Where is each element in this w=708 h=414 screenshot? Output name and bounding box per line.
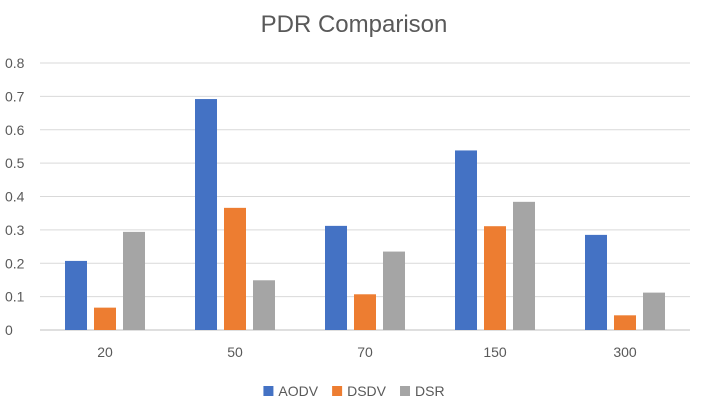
- y-tick-label: 0.4: [5, 189, 25, 205]
- legend-label-dsr: DSR: [415, 383, 445, 399]
- bar-aodv-70: [325, 225, 347, 330]
- bar-dsdv-50: [224, 207, 246, 330]
- x-tick-label: 300: [613, 344, 637, 360]
- bar-dsr-150: [513, 201, 535, 330]
- y-tick-label: 0.6: [5, 122, 25, 138]
- gridlines: [40, 62, 690, 331]
- chart-title: PDR Comparison: [261, 11, 448, 38]
- legend-label-aodv: AODV: [278, 383, 318, 399]
- bar-dsdv-70: [354, 294, 376, 330]
- x-tick-label: 70: [357, 344, 373, 360]
- y-tick-label: 0.1: [5, 289, 25, 305]
- bar-dsr-20: [123, 231, 145, 330]
- y-tick-label: 0: [5, 322, 13, 338]
- bar-dsr-50: [253, 280, 275, 330]
- legend-swatch-dsdv: [332, 386, 343, 396]
- bar-aodv-50: [195, 99, 217, 330]
- bar-dsdv-300: [614, 315, 636, 330]
- bar-dsr-300: [643, 292, 665, 330]
- y-tick-label: 0.7: [5, 88, 25, 104]
- bar-aodv-150: [455, 150, 477, 330]
- legend-swatch-aodv: [263, 386, 274, 396]
- bars: [65, 99, 665, 330]
- x-tick-label: 150: [483, 344, 507, 360]
- y-axis-ticks: 0 0.1 0.2 0.3 0.4 0.5 0.6 0.7 0.8: [5, 55, 25, 338]
- y-tick-label: 0.8: [5, 55, 25, 71]
- bar-aodv-300: [585, 234, 607, 330]
- legend: AODV DSDV DSR: [263, 383, 445, 399]
- legend-label-dsdv: DSDV: [347, 383, 387, 399]
- bar-dsr-70: [383, 251, 405, 330]
- y-tick-label: 0.3: [5, 222, 25, 238]
- bar-dsdv-20: [94, 307, 116, 330]
- bar-aodv-20: [65, 260, 87, 330]
- y-tick-label: 0.2: [5, 255, 25, 271]
- bar-dsdv-150: [484, 226, 506, 330]
- legend-swatch-dsr: [400, 386, 411, 396]
- y-tick-label: 0.5: [5, 155, 25, 171]
- x-axis-ticks: 20 50 70 150 300: [97, 344, 637, 360]
- x-tick-label: 20: [97, 344, 113, 360]
- x-tick-label: 50: [227, 344, 243, 360]
